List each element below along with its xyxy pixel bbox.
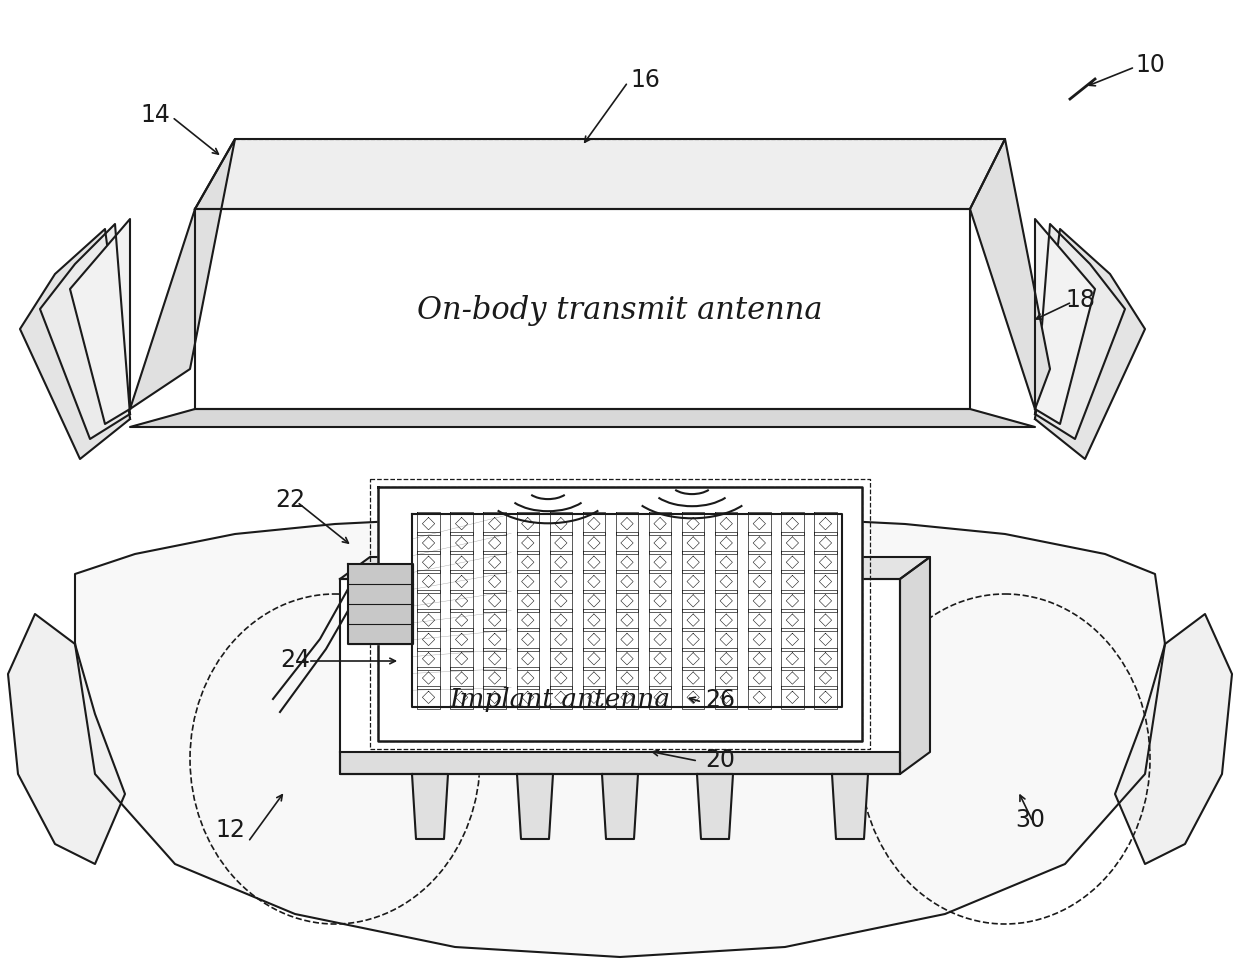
Text: 12: 12	[215, 817, 246, 841]
Text: On-body transmit antenna: On-body transmit antenna	[417, 294, 823, 325]
Polygon shape	[74, 516, 1166, 957]
Polygon shape	[601, 774, 639, 839]
Polygon shape	[348, 565, 413, 645]
Text: Implant antenna: Implant antenna	[449, 687, 671, 712]
Text: 14: 14	[140, 103, 170, 127]
Polygon shape	[340, 558, 930, 579]
Polygon shape	[378, 488, 862, 742]
Polygon shape	[412, 515, 842, 707]
Polygon shape	[412, 774, 448, 839]
Polygon shape	[130, 140, 236, 409]
Polygon shape	[340, 752, 900, 774]
Polygon shape	[20, 230, 130, 459]
Polygon shape	[1115, 615, 1233, 864]
Text: 26: 26	[706, 687, 735, 711]
Text: 30: 30	[1016, 807, 1045, 831]
Text: 20: 20	[706, 747, 735, 771]
Polygon shape	[195, 210, 970, 409]
Polygon shape	[900, 558, 930, 774]
Polygon shape	[970, 140, 1050, 409]
Polygon shape	[40, 225, 130, 440]
Text: 18: 18	[1065, 287, 1095, 312]
Polygon shape	[1035, 230, 1145, 459]
Polygon shape	[69, 220, 130, 425]
Text: 24: 24	[280, 648, 310, 671]
Text: 16: 16	[630, 68, 660, 92]
Polygon shape	[517, 774, 553, 839]
Polygon shape	[340, 579, 900, 774]
Text: 10: 10	[1135, 53, 1164, 77]
Text: 22: 22	[275, 488, 305, 512]
Polygon shape	[1035, 220, 1095, 425]
Polygon shape	[832, 774, 868, 839]
Polygon shape	[130, 409, 1035, 428]
Polygon shape	[1035, 225, 1125, 440]
Polygon shape	[697, 774, 733, 839]
Polygon shape	[7, 615, 125, 864]
Polygon shape	[195, 140, 1004, 210]
Polygon shape	[378, 488, 862, 742]
